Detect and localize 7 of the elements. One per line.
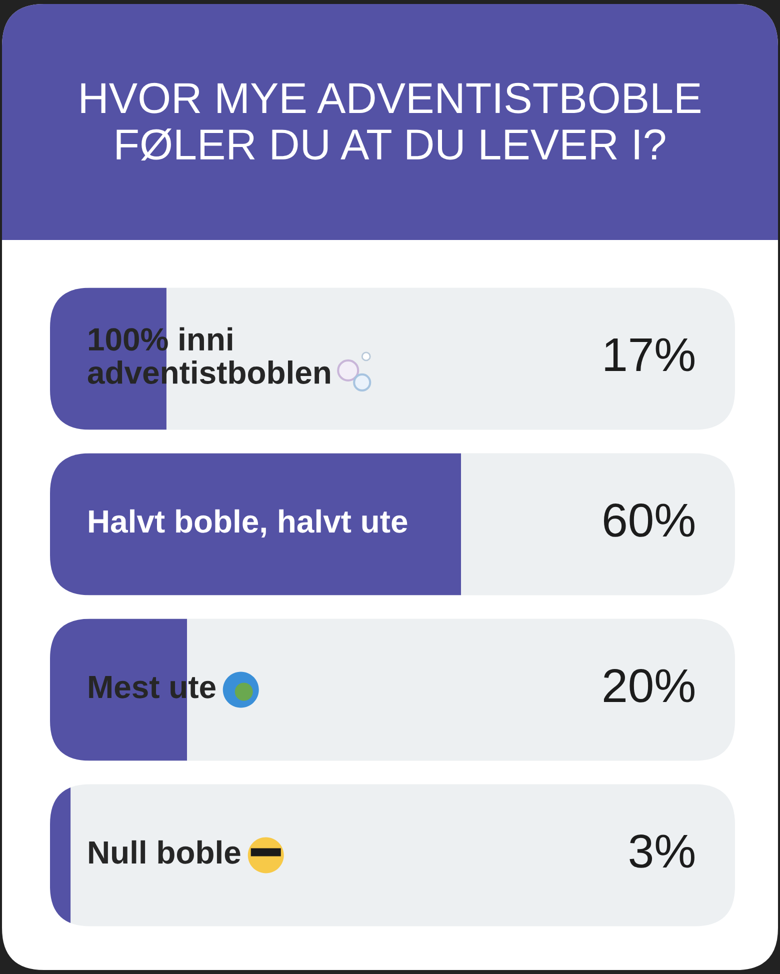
data-label: 60%: [604, 503, 694, 537]
y-tick-label: Null boble: [89, 840, 240, 864]
data-label: 20%: [604, 668, 694, 702]
chart-title: HVOR MYE ADVENTISTBOBLE FØLER DU AT DU LEVER I?: [81, 82, 700, 160]
data-label: 17%: [605, 338, 694, 372]
data-label: 3%: [630, 834, 694, 868]
y-tick-label: Halvt boble, halvt ute: [89, 509, 408, 538]
